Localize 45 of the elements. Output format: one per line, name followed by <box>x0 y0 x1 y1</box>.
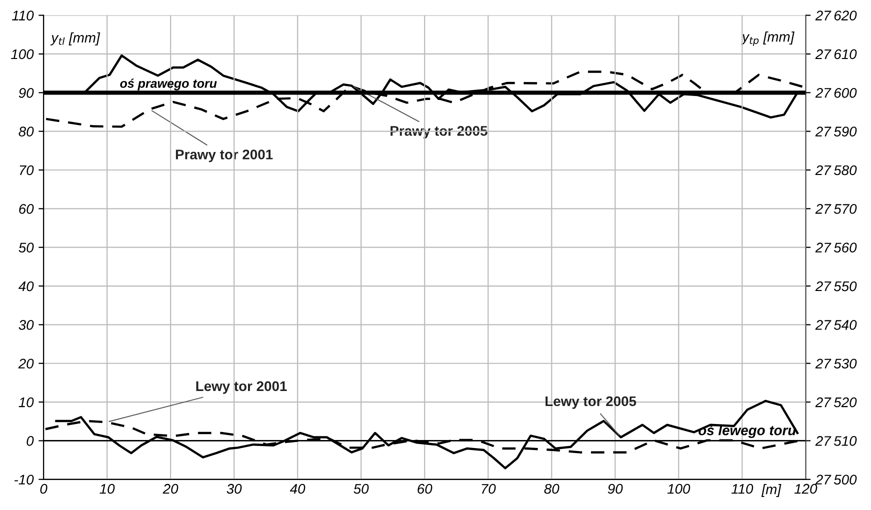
x-tick-label: 0 <box>40 484 48 494</box>
y-tick-label: 10 <box>18 397 34 408</box>
x-tick-label: 30 <box>226 484 242 494</box>
y-tick-label: 70 <box>20 165 34 176</box>
x-tick-label: 100 <box>667 484 690 494</box>
y-tick-label: 90 <box>18 88 34 98</box>
y2-axis-title: y$_{tp}$ [mm] <box>741 32 794 46</box>
y-tick-label: 40 <box>18 281 34 292</box>
y2-tick-label: 27 560 <box>815 242 857 253</box>
y-tick-label: 0 <box>26 436 34 446</box>
series-label: Lewy tor 2005 <box>546 396 636 409</box>
y-tick-label: 50 <box>18 242 34 253</box>
y-tick-label: -10 <box>14 474 34 485</box>
y-tick-label: 100 <box>11 49 34 60</box>
y2-tick-label: 27 600 <box>815 88 857 98</box>
y-tick-label: 80 <box>18 126 34 136</box>
x-tick-label: 50 <box>354 484 369 494</box>
x-tick-label: 110 <box>731 484 754 494</box>
y2-tick-label: 27 570 <box>815 204 857 214</box>
x-tick-label: 120 <box>794 484 818 494</box>
y-axis-title: y$_{tl}$ [mm] <box>50 32 100 46</box>
y2-tick-label: 27 590 <box>815 126 857 136</box>
x-axis-title: [m] <box>761 484 782 497</box>
y2-tick-label: 27 610 <box>815 49 857 60</box>
x-tick-label: 80 <box>544 484 560 494</box>
text: Lewy tor 2001 <box>196 381 287 394</box>
x-tick-label: 70 <box>482 484 496 494</box>
y-tick-label: 30 <box>18 320 34 330</box>
x-tick-label: 40 <box>290 484 306 494</box>
y2-tick-label: 27 620 <box>815 10 857 20</box>
y-tick-label: 20 <box>18 358 34 369</box>
x-tick-label: 60 <box>418 484 432 494</box>
y2-tick-label: 27 530 <box>815 358 857 369</box>
y2-tick-label: 27 540 <box>815 320 857 330</box>
y2-tick-label: 27 500 <box>815 474 857 485</box>
x-tick-label: 90 <box>608 484 623 494</box>
x-tick-label: 20 <box>162 484 178 494</box>
y2-tick-label: 27 520 <box>815 397 857 408</box>
y2-tick-label: 27 580 <box>815 165 857 176</box>
y-tick-label: 110 <box>12 10 34 20</box>
y2-tick-label: 27 550 <box>815 281 857 292</box>
y2-tick-label: 27 510 <box>815 436 857 446</box>
x-tick-label: 10 <box>100 484 115 494</box>
y-tick-label: 60 <box>19 204 34 214</box>
ref-line-label: oś prawego toru <box>120 78 217 90</box>
